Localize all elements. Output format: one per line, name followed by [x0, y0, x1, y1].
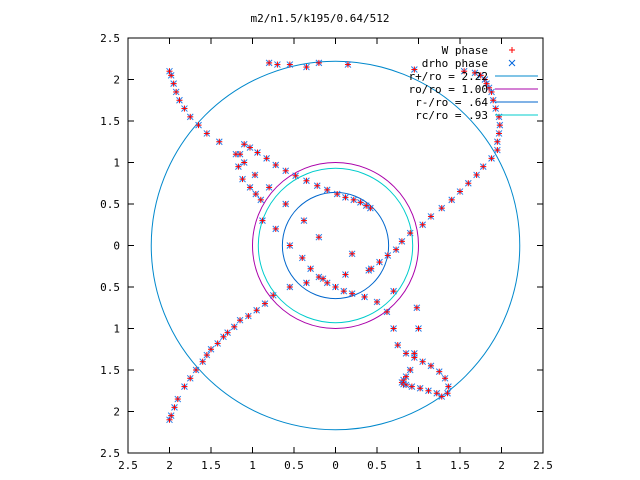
circle-r-ro — [150, 60, 521, 431]
x-tick-label: 0.5 — [284, 459, 304, 472]
legend-label: r-/ro = .64 — [415, 96, 488, 109]
legend-label: r+/ro = 2.22 — [409, 70, 488, 83]
x-tick-label: 2.5 — [533, 459, 553, 472]
y-axis: 2.5 2 1.5 1 0.5 0 0.5 1 1.5 2 2.5 — [100, 32, 543, 460]
legend-x-marker — [508, 59, 516, 67]
x-tick-label: 1 — [249, 459, 256, 472]
y-tick-label: 1.5 — [100, 364, 120, 377]
y-tick-label: 0.5 — [100, 198, 120, 211]
x-tick-label: 2 — [166, 459, 173, 472]
y-tick-label: 0.5 — [100, 281, 120, 294]
x-tick-label: 1 — [415, 459, 422, 472]
legend-label: rc/ro = .93 — [415, 109, 488, 122]
x-tick-label: 0.5 — [367, 459, 387, 472]
x-tick-label: 2.5 — [118, 459, 138, 472]
y-tick-label: 2 — [113, 74, 120, 87]
x-axis: 2.5 2 1.5 1 0.5 0 0.5 1 1.5 2 2.5 — [118, 38, 553, 472]
y-tick-label: 1 — [113, 323, 120, 336]
y-tick-label: 1.5 — [100, 115, 120, 128]
phase-spiral — [166, 59, 504, 424]
x-tick-label: 1.5 — [201, 459, 221, 472]
y-tick-label: 2 — [113, 406, 120, 419]
y-tick-label: 0 — [113, 240, 120, 253]
x-tick-label: 2 — [498, 459, 505, 472]
y-tick-label: 2.5 — [100, 32, 120, 45]
chart-title: m2/n1.5/k195/0.64/512 — [250, 12, 389, 25]
legend-label: drho phase — [422, 57, 488, 70]
x-tick-label: 0 — [332, 459, 339, 472]
y-tick-label: 1 — [113, 157, 120, 170]
circle-rc-ro — [257, 167, 414, 324]
legend-label: ro/ro = 1.00 — [409, 83, 488, 96]
x-tick-label: 1.5 — [450, 459, 470, 472]
circle-ro-ro — [252, 162, 419, 329]
legend-label: W phase — [442, 44, 488, 57]
y-tick-label: 2.5 — [100, 447, 120, 460]
